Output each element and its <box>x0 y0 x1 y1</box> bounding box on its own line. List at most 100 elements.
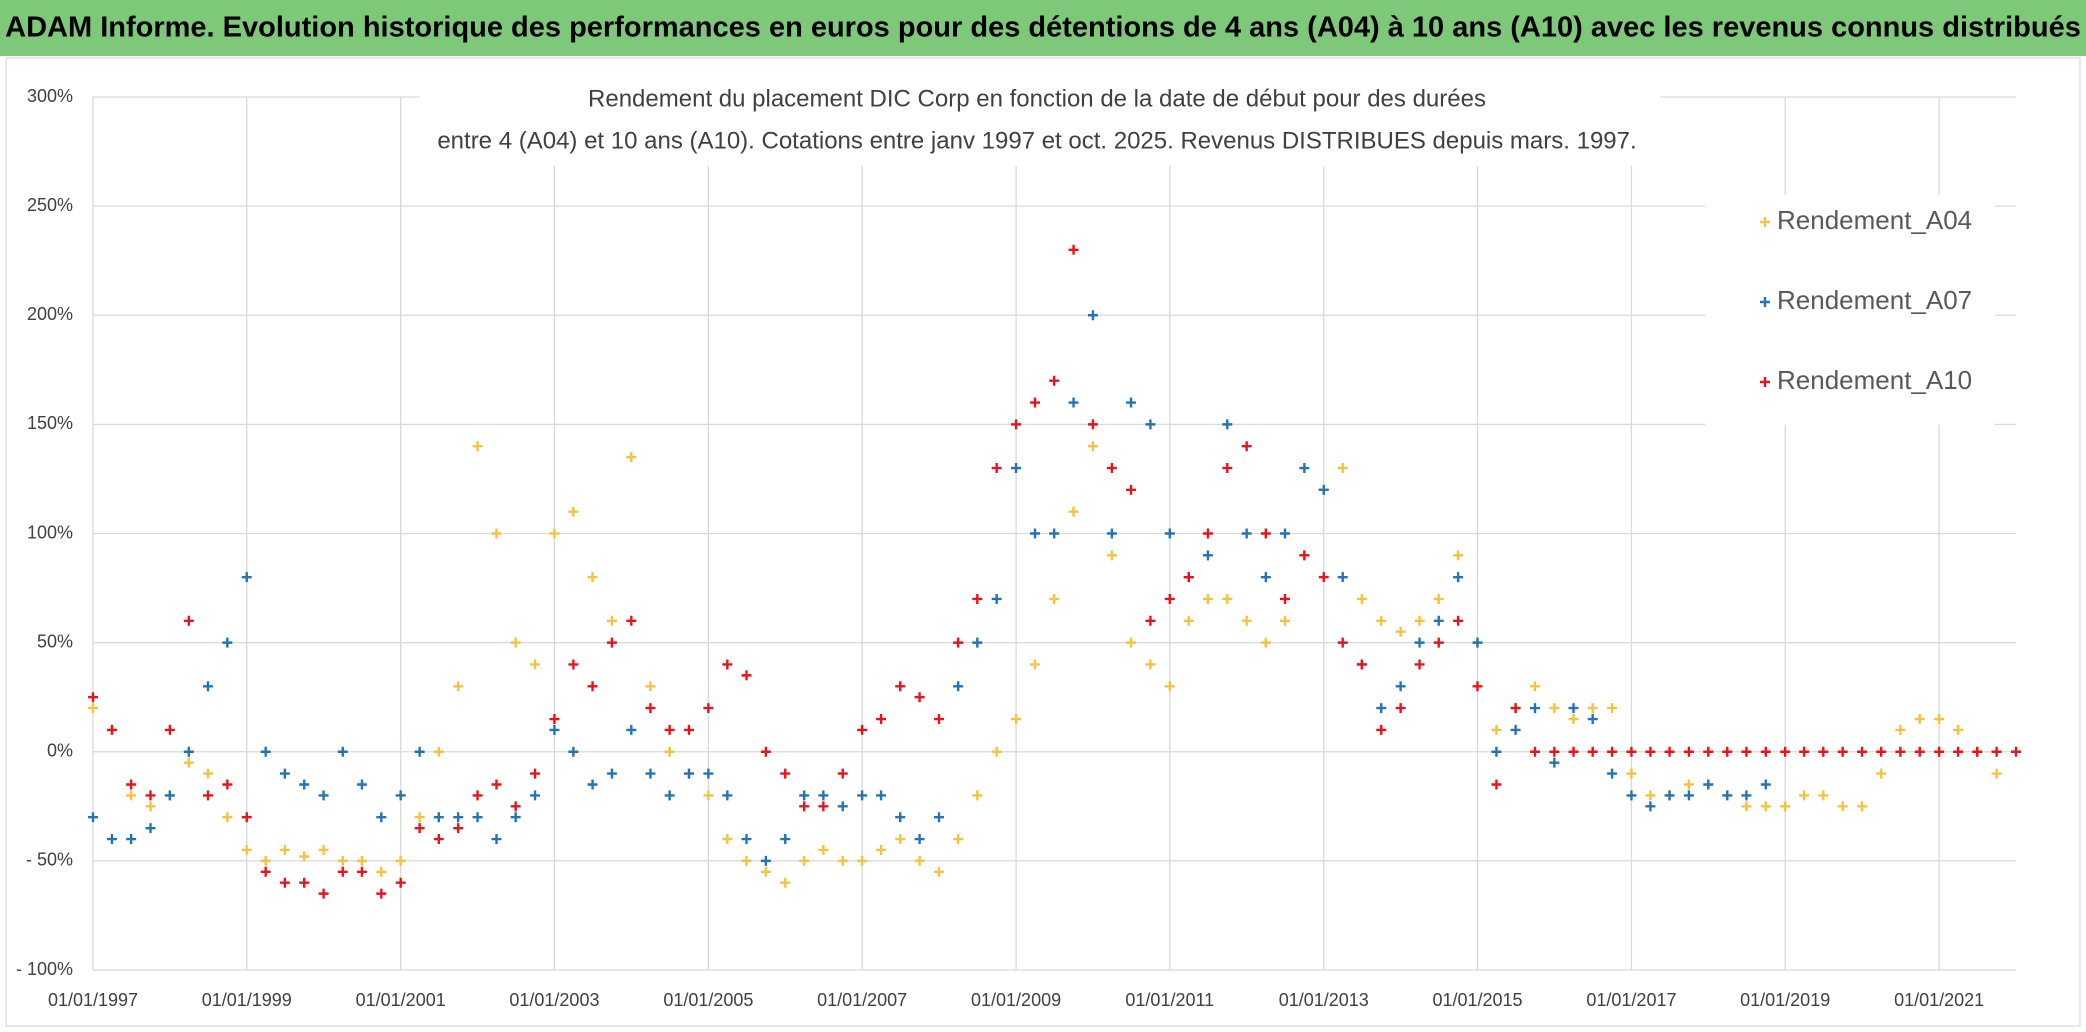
data-point <box>1549 703 1560 714</box>
data-point <box>626 724 637 735</box>
data-point <box>760 746 771 757</box>
data-point <box>126 779 137 790</box>
data-point <box>1914 746 1925 757</box>
data-point <box>530 768 541 779</box>
data-point <box>1491 724 1502 735</box>
data-point <box>1587 746 1598 757</box>
data-point <box>356 779 367 790</box>
data-point <box>626 615 637 626</box>
data-point <box>1645 790 1656 801</box>
data-point <box>1222 419 1233 430</box>
y-tick-label: 0% <box>47 741 73 761</box>
data-point <box>1645 801 1656 812</box>
data-point <box>1703 779 1714 790</box>
data-point <box>799 790 810 801</box>
header-title: ADAM Informe. Evolution historique des p… <box>5 12 2081 44</box>
data-point <box>1857 746 1868 757</box>
chart-title: Rendement du placement DIC Corp en fonct… <box>588 85 1486 112</box>
data-point <box>1760 801 1771 812</box>
data-point <box>684 768 695 779</box>
data-point <box>472 441 483 452</box>
data-point <box>1376 703 1387 714</box>
data-point <box>1568 703 1579 714</box>
data-point <box>1741 746 1752 757</box>
data-point <box>395 877 406 888</box>
data-point <box>1241 528 1252 539</box>
data-point <box>318 844 329 855</box>
data-point <box>1222 593 1233 604</box>
data-point <box>1414 637 1425 648</box>
data-point <box>645 768 656 779</box>
data-point <box>472 812 483 823</box>
data-point <box>222 637 233 648</box>
x-tick-label: 01/01/2003 <box>509 990 599 1010</box>
data-point <box>914 834 925 845</box>
data-point <box>1664 746 1675 757</box>
data-point <box>722 659 733 670</box>
data-point <box>1183 572 1194 583</box>
data-point <box>145 823 156 834</box>
data-point <box>1087 441 1098 452</box>
data-point <box>1529 703 1540 714</box>
data-point <box>549 528 560 539</box>
data-point <box>1106 528 1117 539</box>
data-point <box>299 877 310 888</box>
data-point <box>126 790 137 801</box>
data-point <box>1183 615 1194 626</box>
data-point <box>664 746 675 757</box>
data-point <box>1337 637 1348 648</box>
data-point <box>741 834 752 845</box>
y-tick-label: 150% <box>27 413 73 433</box>
title-backdrop <box>420 80 1660 166</box>
data-point <box>664 790 675 801</box>
data-point <box>818 844 829 855</box>
data-point <box>1472 637 1483 648</box>
data-point <box>1626 768 1637 779</box>
data-point <box>1453 615 1464 626</box>
data-point <box>1433 637 1444 648</box>
data-point <box>106 724 117 735</box>
data-point <box>376 866 387 877</box>
data-point <box>1895 724 1906 735</box>
data-point <box>1741 801 1752 812</box>
data-point <box>1722 746 1733 757</box>
data-point <box>1683 790 1694 801</box>
data-point <box>337 855 348 866</box>
data-point <box>991 593 1002 604</box>
data-point <box>318 790 329 801</box>
data-point <box>376 812 387 823</box>
data-point <box>972 637 983 648</box>
data-point <box>1241 441 1252 452</box>
data-point <box>1991 746 2002 757</box>
data-point <box>587 572 598 583</box>
x-tick-label: 01/01/2005 <box>663 990 753 1010</box>
data-point <box>857 724 868 735</box>
data-point <box>472 790 483 801</box>
data-point <box>241 844 252 855</box>
data-point <box>1683 779 1694 790</box>
data-point <box>895 681 906 692</box>
chart-title: entre 4 (A04) et 10 ans (A10). Cotations… <box>437 127 1636 154</box>
data-point <box>1030 528 1041 539</box>
data-point <box>606 637 617 648</box>
data-point <box>1664 790 1675 801</box>
data-point <box>1626 746 1637 757</box>
data-point <box>279 844 290 855</box>
data-point <box>780 834 791 845</box>
data-point <box>1145 615 1156 626</box>
data-point <box>1164 593 1175 604</box>
data-point <box>568 506 579 517</box>
y-tick-label: - 100% <box>16 959 73 979</box>
data-point <box>1145 419 1156 430</box>
data-point <box>1799 746 1810 757</box>
data-point <box>1126 637 1137 648</box>
legend-label: Rendement_A10 <box>1777 365 1972 395</box>
data-point <box>933 812 944 823</box>
data-point <box>818 790 829 801</box>
data-point <box>1145 659 1156 670</box>
data-point <box>1453 572 1464 583</box>
data-point <box>1337 572 1348 583</box>
data-point <box>88 812 98 823</box>
x-tick-label: 01/01/2011 <box>1125 990 1214 1010</box>
data-point <box>106 834 117 845</box>
